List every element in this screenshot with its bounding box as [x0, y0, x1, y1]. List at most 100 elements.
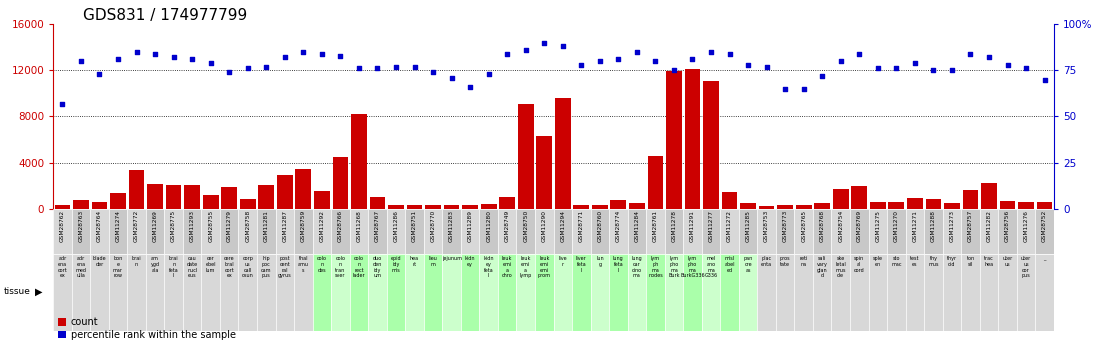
FancyBboxPatch shape — [572, 209, 590, 254]
Point — [387, 64, 405, 69]
Text: GSM11276: GSM11276 — [1024, 210, 1028, 242]
FancyBboxPatch shape — [294, 254, 312, 331]
Bar — [666, 71, 682, 209]
FancyBboxPatch shape — [757, 209, 776, 254]
Point — [276, 55, 293, 60]
FancyBboxPatch shape — [53, 209, 72, 254]
FancyBboxPatch shape — [461, 254, 479, 331]
FancyBboxPatch shape — [1035, 209, 1054, 254]
Text: GSM11269: GSM11269 — [153, 210, 157, 242]
Bar — [147, 184, 163, 209]
Text: jejunum: jejunum — [442, 256, 462, 261]
FancyBboxPatch shape — [869, 254, 887, 331]
Text: duo
den
idy
um: duo den idy um — [373, 256, 382, 278]
Bar — [166, 185, 182, 209]
Bar — [406, 206, 423, 209]
Text: _: _ — [1044, 256, 1046, 261]
Bar — [499, 197, 515, 209]
FancyBboxPatch shape — [646, 254, 664, 331]
Text: GSM28751: GSM28751 — [412, 210, 417, 242]
FancyBboxPatch shape — [776, 209, 795, 254]
FancyBboxPatch shape — [220, 209, 238, 254]
Bar — [925, 199, 941, 209]
Bar — [370, 197, 385, 209]
FancyBboxPatch shape — [294, 209, 312, 254]
Text: live
r: live r — [558, 256, 567, 267]
Bar — [184, 185, 200, 209]
Text: spin
al
cord: spin al cord — [853, 256, 865, 273]
FancyBboxPatch shape — [443, 254, 461, 331]
Bar — [815, 203, 830, 209]
Text: pros
tate: pros tate — [779, 256, 790, 267]
Text: GSM28756: GSM28756 — [1005, 210, 1010, 242]
Text: GSM11271: GSM11271 — [912, 210, 918, 242]
Bar — [758, 206, 775, 209]
Text: GSM28773: GSM28773 — [783, 210, 788, 242]
Point — [814, 73, 831, 79]
FancyBboxPatch shape — [183, 209, 201, 254]
Text: GSM11281: GSM11281 — [263, 210, 269, 242]
Text: corp
us
call
osun: corp us call osun — [241, 256, 254, 278]
FancyBboxPatch shape — [350, 254, 369, 331]
FancyBboxPatch shape — [590, 254, 609, 331]
FancyBboxPatch shape — [535, 254, 554, 331]
Text: GSM28750: GSM28750 — [524, 210, 528, 242]
Point — [702, 49, 720, 55]
FancyBboxPatch shape — [887, 254, 906, 331]
FancyBboxPatch shape — [424, 254, 443, 331]
Text: GSM28764: GSM28764 — [97, 210, 102, 242]
Text: colo
n
des: colo n des — [317, 256, 327, 273]
Point — [999, 62, 1016, 68]
Point — [572, 62, 590, 68]
Point — [628, 49, 645, 55]
Bar — [981, 183, 997, 209]
Point — [850, 51, 868, 57]
Point — [869, 66, 887, 71]
Text: GSM28772: GSM28772 — [134, 210, 139, 242]
FancyBboxPatch shape — [757, 254, 776, 331]
Point — [610, 57, 628, 62]
Text: GSM28771: GSM28771 — [579, 210, 583, 242]
Bar — [832, 188, 849, 209]
FancyBboxPatch shape — [721, 254, 738, 331]
Text: GSM28758: GSM28758 — [246, 210, 250, 242]
Bar — [610, 200, 627, 209]
FancyBboxPatch shape — [1035, 254, 1054, 331]
Text: GSM11279: GSM11279 — [227, 210, 231, 242]
Text: am
ygd
ala: am ygd ala — [151, 256, 159, 273]
FancyBboxPatch shape — [776, 254, 795, 331]
Text: liver
feta
l: liver feta l — [576, 256, 587, 273]
FancyBboxPatch shape — [1017, 209, 1035, 254]
FancyBboxPatch shape — [554, 254, 572, 331]
Point — [536, 40, 554, 45]
Text: hip
poc
cam
pus: hip poc cam pus — [261, 256, 271, 278]
FancyBboxPatch shape — [90, 254, 108, 331]
Text: GSM11274: GSM11274 — [115, 210, 121, 242]
Text: GSM28752: GSM28752 — [1042, 210, 1047, 242]
FancyBboxPatch shape — [53, 254, 72, 331]
Bar — [573, 206, 589, 209]
Bar — [425, 206, 441, 209]
Bar — [314, 191, 330, 209]
Bar — [203, 196, 218, 209]
Text: GSM11283: GSM11283 — [449, 210, 454, 242]
Point — [53, 101, 71, 106]
FancyBboxPatch shape — [795, 209, 813, 254]
FancyBboxPatch shape — [90, 209, 108, 254]
Point — [220, 69, 238, 75]
FancyBboxPatch shape — [257, 254, 276, 331]
Text: plac
enta: plac enta — [761, 256, 773, 267]
Text: GSM11268: GSM11268 — [356, 210, 361, 242]
FancyBboxPatch shape — [164, 209, 183, 254]
FancyBboxPatch shape — [943, 254, 961, 331]
Text: reti
na: reti na — [799, 256, 808, 267]
Text: GSM28755: GSM28755 — [208, 210, 214, 242]
Text: ▶: ▶ — [35, 287, 43, 296]
Point — [184, 57, 201, 62]
FancyBboxPatch shape — [312, 209, 331, 254]
Point — [72, 58, 90, 64]
Bar — [54, 205, 70, 209]
Point — [498, 51, 516, 57]
FancyBboxPatch shape — [443, 209, 461, 254]
Text: tissue: tissue — [3, 287, 30, 296]
